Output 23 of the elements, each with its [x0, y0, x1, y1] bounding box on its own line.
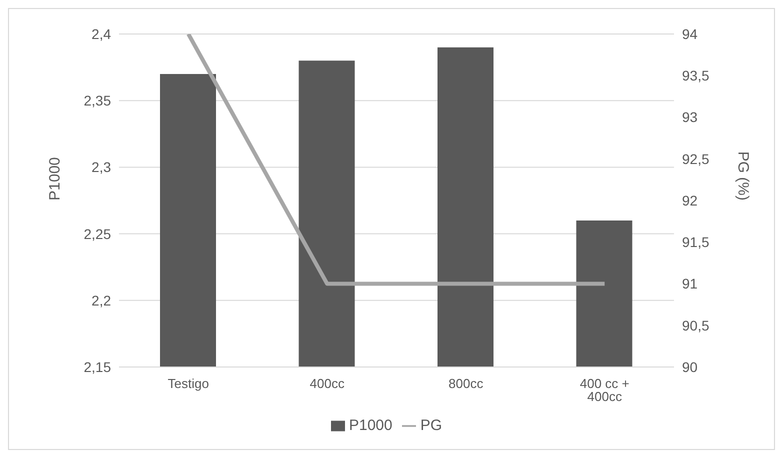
x-tick-label: 400cc	[310, 376, 345, 392]
y2-tick-label: 93,5	[682, 68, 710, 84]
y-tick-label: 2,4	[92, 26, 112, 42]
y2-tick-label: 91	[682, 276, 698, 292]
x-tick-label: Testigo	[168, 376, 209, 392]
x-tick-label: 800cc	[448, 376, 484, 392]
y-tick-label: 2,3	[92, 159, 112, 176]
y2-tick-label: 94	[682, 26, 698, 42]
y2-tick-label: 92	[682, 192, 698, 208]
x-tick-label: 400 cc + 400cc	[580, 376, 630, 404]
y2-axis-title: PG (%)	[734, 151, 752, 200]
y-tick-label: 2,35	[84, 92, 112, 109]
y-axis-title: P1000	[46, 157, 64, 200]
y2-tick-label: 90	[682, 358, 698, 375]
legend-label: P1000	[348, 417, 392, 434]
y2-tick-label: 93	[682, 109, 698, 126]
y2-tick-label: 92,5	[682, 150, 710, 167]
y2-tick-label: 91,5	[682, 234, 710, 250]
legend-label: PG	[420, 417, 442, 434]
y-tick-label: 2,15	[84, 358, 112, 375]
y-tick-label: 2,25	[84, 226, 112, 242]
y2-tick-label: 90,5	[682, 317, 710, 334]
y-tick-label: 2,2	[92, 292, 112, 308]
